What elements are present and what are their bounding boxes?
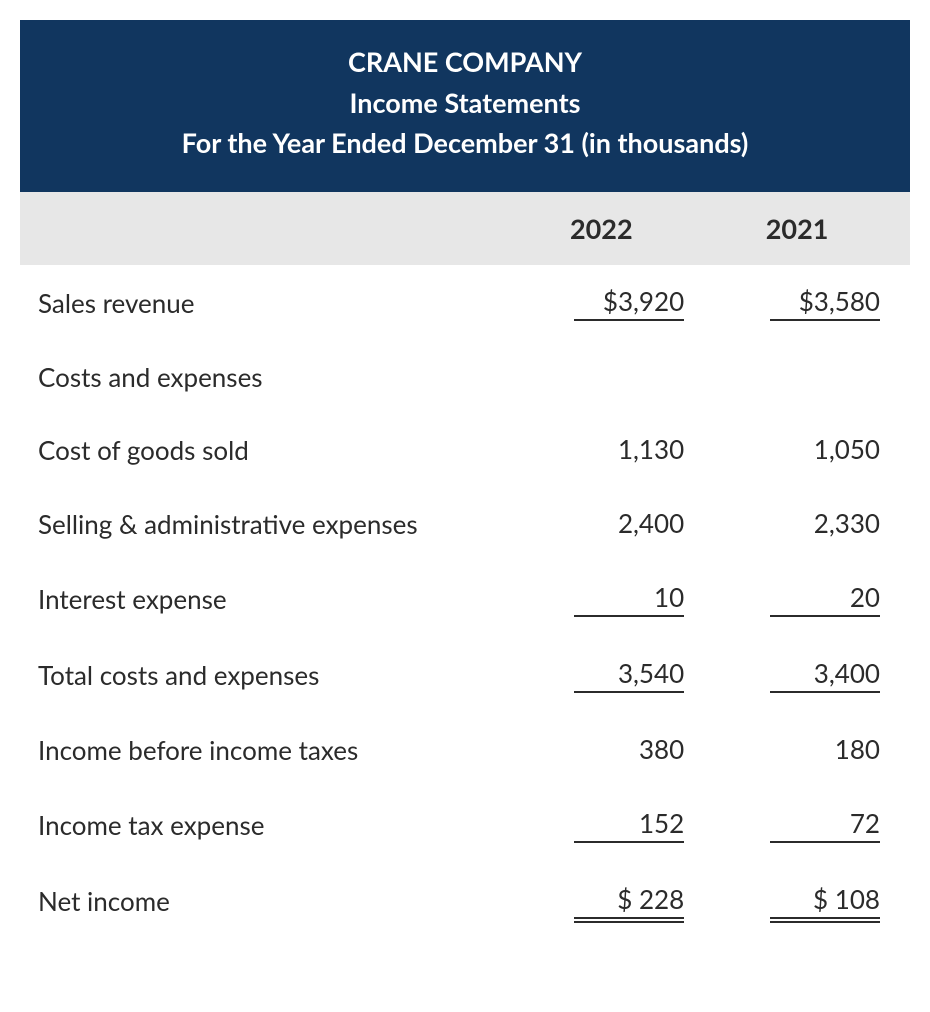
value-total-costs-y1: 3,540 xyxy=(574,657,684,693)
value-interest-y2: 20 xyxy=(770,581,880,617)
value-net-y1: $ 228 xyxy=(574,883,684,919)
row-sales-revenue: Sales revenue $3,920 $3,580 xyxy=(20,265,910,341)
label-sga: Selling & administrative expenses xyxy=(20,487,518,561)
income-statement-table: CRANE COMPANY Income Statements For the … xyxy=(20,20,910,939)
row-tax: Income tax expense 152 72 xyxy=(20,787,910,863)
value-sga-y1: 2,400 xyxy=(574,507,684,541)
row-cogs: Cost of goods sold 1,130 1,050 xyxy=(20,413,910,487)
row-interest: Interest expense 10 20 xyxy=(20,561,910,637)
title-statement: Income Statements xyxy=(40,83,890,124)
row-sga: Selling & administrative expenses 2,400 … xyxy=(20,487,910,561)
column-headers: 2022 2021 xyxy=(20,192,910,265)
title-company: CRANE COMPANY xyxy=(40,42,890,83)
statement-title-block: CRANE COMPANY Income Statements For the … xyxy=(20,20,910,192)
value-tax-y2: 72 xyxy=(770,807,880,843)
row-pretax: Income before income taxes 380 180 xyxy=(20,713,910,787)
value-sales-y2: $3,580 xyxy=(770,285,880,321)
row-costs-header: Costs and expenses xyxy=(20,341,910,413)
value-cogs-y1: 1,130 xyxy=(574,433,684,467)
value-sga-y2: 2,330 xyxy=(770,507,880,541)
row-net-income: Net income $ 228 $ 108 xyxy=(20,863,910,939)
value-sales-y1: $3,920 xyxy=(574,285,684,321)
row-total-costs: Total costs and expenses 3,540 3,400 xyxy=(20,637,910,713)
label-costs-header: Costs and expenses xyxy=(20,341,518,413)
label-sales-revenue: Sales revenue xyxy=(20,265,518,341)
col-header-year2: 2021 xyxy=(714,192,910,265)
label-total-costs: Total costs and expenses xyxy=(20,637,518,713)
value-total-costs-y2: 3,400 xyxy=(770,657,880,693)
title-period: For the Year Ended December 31 (in thous… xyxy=(40,123,890,164)
label-tax: Income tax expense xyxy=(20,787,518,863)
label-interest: Interest expense xyxy=(20,561,518,637)
label-net-income: Net income xyxy=(20,863,518,939)
value-tax-y1: 152 xyxy=(574,807,684,843)
value-cogs-y2: 1,050 xyxy=(770,433,880,467)
value-net-y2: $ 108 xyxy=(770,883,880,919)
col-header-blank xyxy=(20,192,518,265)
label-pretax: Income before income taxes xyxy=(20,713,518,787)
value-pretax-y1: 380 xyxy=(574,733,684,767)
col-header-year1: 2022 xyxy=(518,192,714,265)
label-cogs: Cost of goods sold xyxy=(20,413,518,487)
value-pretax-y2: 180 xyxy=(770,733,880,767)
value-interest-y1: 10 xyxy=(574,581,684,617)
